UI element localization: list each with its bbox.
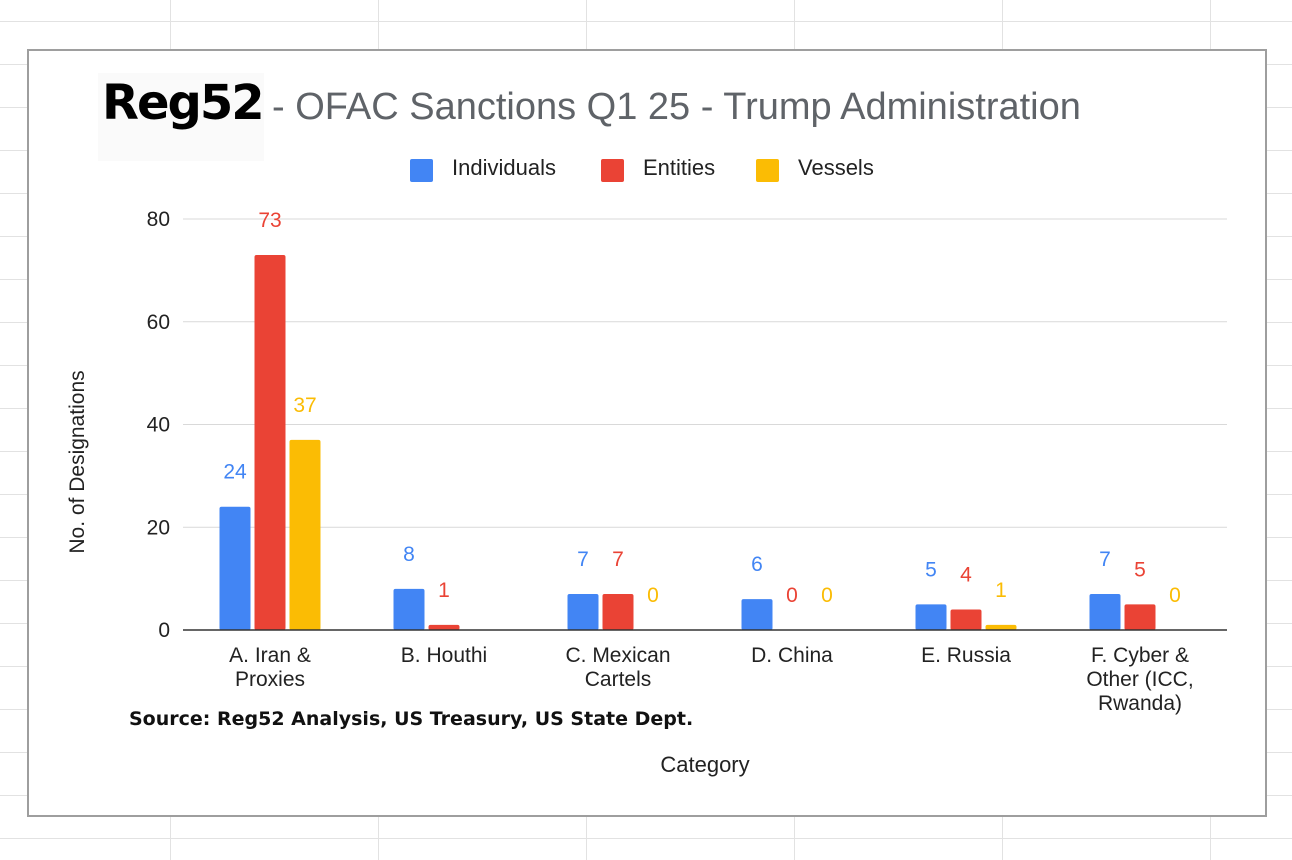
bar-vessels xyxy=(289,439,321,630)
data-label-vessels: 0 xyxy=(647,584,659,607)
data-label-individuals: 24 xyxy=(223,461,247,484)
legend-label-individuals: Individuals xyxy=(452,155,556,180)
data-label-vessels: 0 xyxy=(821,584,833,607)
bar-entities xyxy=(428,624,460,630)
data-label-vessels: 0 xyxy=(1169,584,1181,607)
y-tick-label: 80 xyxy=(147,208,170,231)
data-label-individuals: 6 xyxy=(751,553,763,576)
bar-individuals xyxy=(567,594,599,630)
y-tick-label: 60 xyxy=(147,311,170,334)
data-label-entities: 5 xyxy=(1134,558,1146,581)
data-label-entities: 1 xyxy=(438,579,450,602)
data-label-vessels: 37 xyxy=(293,394,316,417)
data-label-entities: 7 xyxy=(612,548,624,571)
data-label-entities: 73 xyxy=(258,209,281,232)
data-label-individuals: 7 xyxy=(577,548,589,571)
chart-card xyxy=(27,49,1267,817)
data-label-entities: 4 xyxy=(960,563,972,586)
bar-entities xyxy=(602,594,634,630)
data-label-individuals: 7 xyxy=(1099,548,1111,571)
x-category-label: E. Russia xyxy=(921,644,1011,667)
data-label-individuals: 8 xyxy=(403,543,415,566)
bar-individuals xyxy=(393,588,425,630)
legend-swatch-individuals xyxy=(410,159,433,182)
y-tick-label: 0 xyxy=(158,619,170,642)
bar-entities xyxy=(950,609,982,630)
bar-individuals xyxy=(915,604,947,630)
legend-swatch-entities xyxy=(601,159,624,182)
legend-swatch-vessels xyxy=(756,159,779,182)
y-tick-label: 20 xyxy=(147,516,170,539)
data-label-vessels: 1 xyxy=(995,579,1007,602)
x-category-label: B. Houthi xyxy=(401,644,487,667)
bar-vessels xyxy=(985,624,1017,630)
data-label-individuals: 5 xyxy=(925,558,937,581)
bar-individuals xyxy=(741,599,773,630)
bar-entities xyxy=(1124,604,1156,630)
legend-label-vessels: Vessels xyxy=(798,155,874,180)
data-label-entities: 0 xyxy=(786,584,798,607)
logo-background xyxy=(98,73,264,161)
source-note: Source: Reg52 Analysis, US Treasury, US … xyxy=(129,708,694,730)
reg52-logo: Reg52 xyxy=(102,75,265,131)
bar-entities xyxy=(254,254,286,630)
x-category-label: F. Cyber & Other (ICC, Rwanda) xyxy=(1086,644,1193,715)
y-tick-label: 40 xyxy=(147,414,170,437)
x-category-label: D. China xyxy=(751,644,833,667)
chart-title: - OFAC Sanctions Q1 25 - Trump Administr… xyxy=(272,86,1081,128)
x-category-label: A. Iran & Proxies xyxy=(229,644,311,691)
bar-individuals xyxy=(1089,594,1121,630)
bar-individuals xyxy=(219,506,251,630)
x-axis-title: Category xyxy=(660,752,750,777)
legend-label-entities: Entities xyxy=(643,155,716,180)
x-category-label: C. Mexican Cartels xyxy=(565,644,670,691)
